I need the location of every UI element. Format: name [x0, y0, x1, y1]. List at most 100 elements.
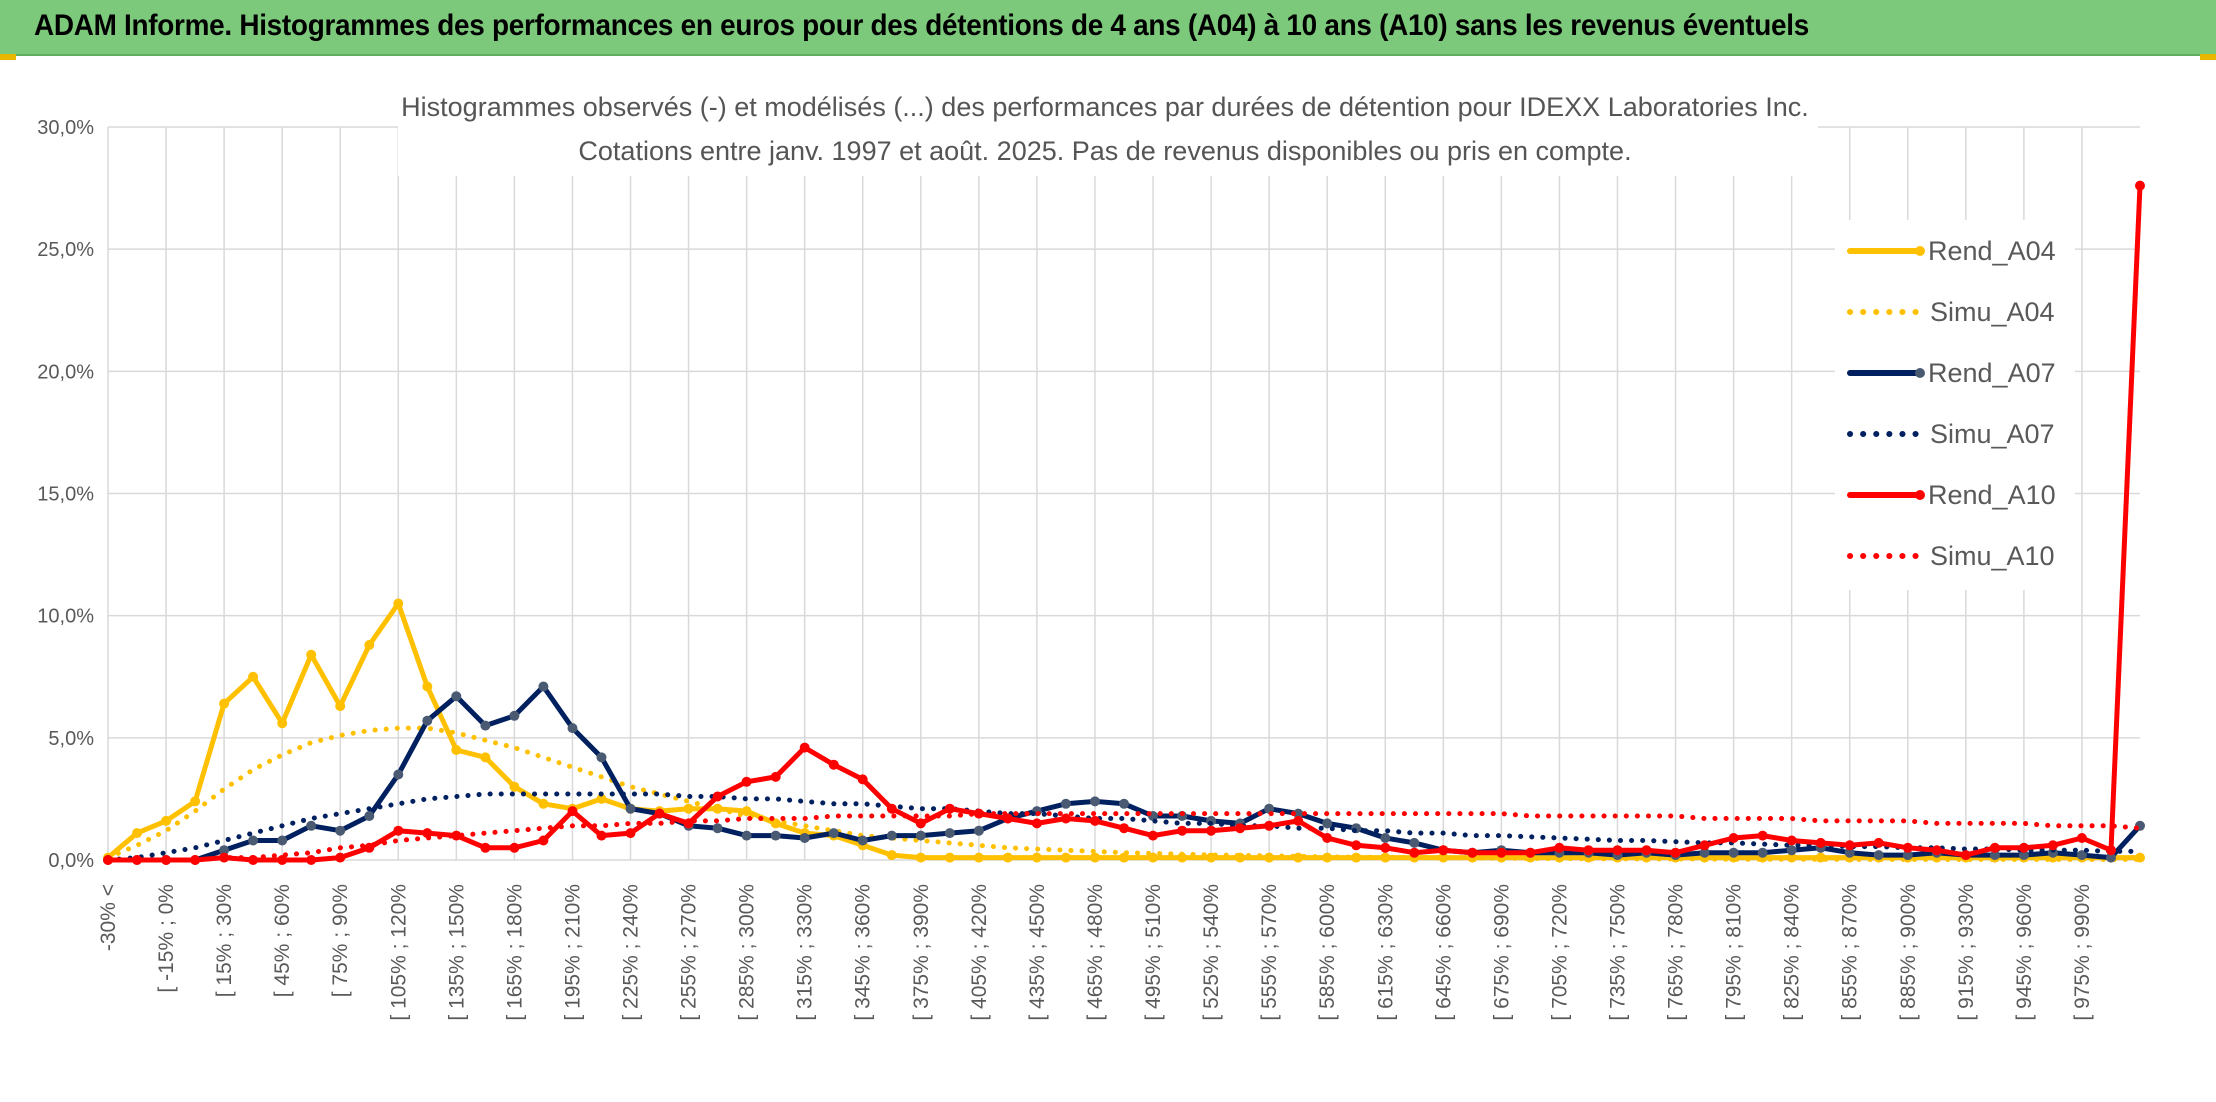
data-point: [509, 710, 520, 721]
data-point: [1235, 823, 1246, 834]
data-point: [277, 855, 288, 865]
data-point: [1989, 850, 2000, 861]
data-point: [1467, 847, 1478, 858]
data-point: [1931, 845, 1942, 856]
data-point: [1960, 850, 1971, 861]
data-point: [2106, 852, 2116, 863]
x-tick-label: [ 285% ; 300%: [736, 884, 759, 1021]
data-point: [944, 803, 955, 814]
data-point: [451, 691, 462, 702]
data-point: [1060, 852, 1071, 863]
data-point: [683, 818, 694, 829]
data-point: [1786, 845, 1797, 856]
data-point: [1148, 852, 1158, 863]
chart-title: Histogrammes observés (-) et modélisés (…: [401, 92, 1809, 122]
data-point: [1206, 825, 1217, 836]
data-point: [1060, 813, 1071, 824]
data-point: [1815, 837, 1826, 848]
x-tick-label: [ 45% ; 60%: [271, 884, 294, 997]
data-point: [1380, 842, 1391, 853]
data-point: [712, 791, 723, 802]
data-point: [1090, 815, 1100, 826]
data-point: [567, 723, 578, 734]
legend-marker: [1915, 368, 1925, 378]
x-tick-label: [ -15% ; 0%: [155, 884, 178, 993]
x-tick-label: [ 855% ; 870%: [1839, 884, 1862, 1021]
series-line-simu-a10: [105, 811, 2143, 863]
x-tick-label: [ 105% ; 120%: [387, 884, 410, 1021]
data-point: [799, 742, 810, 753]
x-tick-label: [ 765% ; 780%: [1665, 884, 1688, 1021]
x-tick-label: [ 615% ; 630%: [1374, 884, 1397, 1021]
data-point: [1554, 842, 1565, 853]
legend-label: Simu_A07: [1930, 419, 2055, 449]
data-point: [886, 830, 897, 841]
data-point: [277, 718, 288, 729]
data-point: [277, 835, 288, 846]
data-point: [480, 842, 491, 853]
data-point: [2076, 850, 2087, 861]
data-point: [335, 825, 346, 836]
x-tick-label: [ 135% ; 150%: [445, 884, 468, 1021]
y-tick-label: 25,0%: [37, 239, 94, 261]
series-line-simu-a07: [105, 791, 2143, 863]
data-point: [654, 808, 665, 819]
data-point: [1844, 847, 1855, 858]
data-point: [2018, 842, 2029, 853]
data-point: [1119, 823, 1129, 834]
x-tick-label: [ 495% ; 510%: [1142, 884, 1165, 1021]
header-banner: ADAM Informe. Histogrammes des performan…: [0, 0, 2216, 56]
data-point: [857, 774, 868, 785]
data-point: [422, 828, 433, 839]
data-point: [364, 811, 375, 821]
data-point: [1119, 798, 1129, 809]
data-point: [1002, 852, 1013, 863]
data-point: [1612, 845, 1623, 856]
data-point: [1293, 815, 1304, 826]
data-point: [1641, 845, 1652, 856]
data-point: [1757, 830, 1768, 841]
x-tick-label: [ 435% ; 450%: [1026, 884, 1049, 1021]
data-point: [538, 681, 549, 692]
data-point: [132, 855, 142, 865]
data-point: [1902, 842, 1913, 853]
x-tick-label: [ 555% ; 570%: [1258, 884, 1281, 1021]
data-point: [219, 845, 230, 856]
data-point: [828, 828, 839, 839]
x-tick-label: [ 525% ; 540%: [1200, 884, 1223, 1021]
data-point: [1438, 845, 1449, 856]
data-point: [915, 830, 926, 841]
x-tick-label: [ 465% ; 480%: [1084, 884, 1107, 1021]
legend-box: [1835, 220, 2075, 590]
y-tick-label: 15,0%: [37, 484, 94, 506]
data-point: [1264, 820, 1275, 831]
y-axis-ticks: 0,0% 5,0% 10,0% 15,0% 20,0% 25,0% 30,0%: [37, 117, 94, 872]
data-point: [509, 781, 520, 792]
data-point: [480, 720, 491, 731]
data-point: [306, 855, 317, 865]
data-point: [2018, 850, 2029, 861]
series-lines: [103, 180, 2145, 865]
data-point: [1728, 847, 1739, 858]
legend-label: Simu_A04: [1930, 297, 2055, 327]
legend-marker: [1915, 246, 1925, 256]
x-tick-label: [ 75% ; 90%: [329, 884, 352, 997]
data-point: [1031, 818, 1042, 829]
data-point: [915, 852, 926, 863]
data-point: [1031, 852, 1042, 863]
y-tick-label: 5,0%: [48, 728, 94, 750]
data-point: [596, 752, 607, 763]
data-point: [915, 818, 926, 829]
data-point: [190, 796, 201, 807]
legend-label: Rend_A04: [1928, 236, 2056, 266]
data-point: [857, 835, 868, 846]
data-point: [1989, 842, 2000, 853]
data-point: [1177, 825, 1188, 836]
data-point: [683, 803, 694, 814]
data-point: [1148, 830, 1158, 841]
data-point: [364, 640, 375, 650]
x-tick-label: [ 195% ; 210%: [561, 884, 584, 1021]
x-tick-label: [ 885% ; 900%: [1897, 884, 1920, 1021]
data-point: [393, 769, 404, 780]
x-tick-label: [ 225% ; 240%: [620, 884, 643, 1021]
